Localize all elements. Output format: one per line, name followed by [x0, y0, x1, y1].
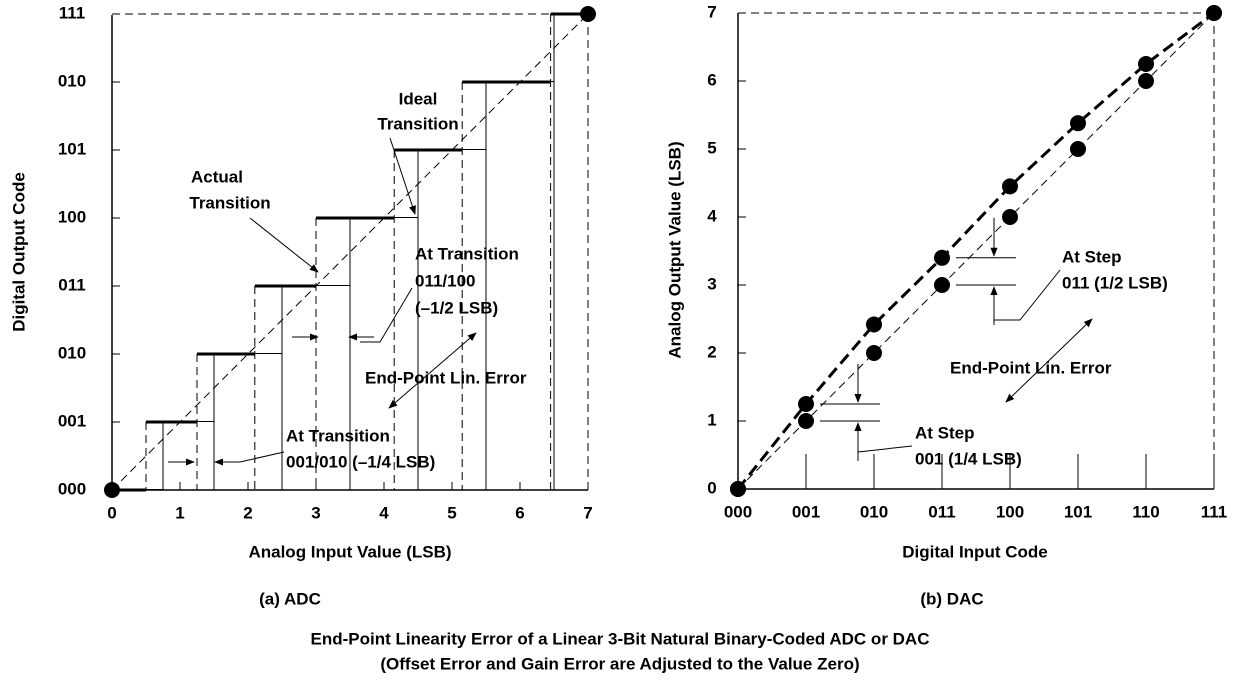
- x-tick-label: 111: [1201, 502, 1228, 521]
- footer: End-Point Linearity Error of a Linear 3-…: [311, 629, 930, 648]
- leader: [857, 445, 913, 453]
- x-tick-label: 6: [515, 503, 524, 522]
- y-tick-label: 101: [58, 139, 86, 158]
- dac-x-label: Digital Input Code: [902, 542, 1047, 561]
- x-tick-label: 2: [243, 503, 252, 522]
- x-tick-label: 011: [928, 502, 955, 521]
- actual-point: [1206, 5, 1222, 21]
- ideal-line: [737, 12, 1215, 490]
- arrow: [1005, 318, 1093, 403]
- y-tick-label: 6: [707, 70, 716, 89]
- dac-y-label: Analog Output Value (LSB): [665, 141, 684, 358]
- y-tick-label: 010: [58, 71, 86, 90]
- ideal-point: [1002, 209, 1018, 225]
- end-point: [104, 482, 120, 498]
- y-tick-label: 001: [58, 411, 86, 430]
- annotation: Ideal: [399, 89, 438, 108]
- actual-point: [730, 481, 746, 497]
- annotation: At Transition: [415, 244, 519, 263]
- leader: [239, 451, 285, 463]
- annotation: At Transition: [286, 426, 390, 445]
- annotation: Transition: [377, 114, 458, 133]
- adc-x-label: Analog Input Value (LSB): [248, 542, 451, 561]
- y-tick-label: 7: [707, 2, 716, 21]
- x-tick-label: 3: [311, 503, 320, 522]
- x-tick-label: 100: [996, 502, 1024, 521]
- y-tick-label: 3: [707, 274, 716, 293]
- annotation: 011/100: [415, 271, 476, 290]
- x-tick-label: 4: [379, 503, 389, 522]
- y-tick-label: 2: [707, 342, 716, 361]
- annotation: End-Point Lin. Error: [950, 358, 1112, 377]
- annotation: At Step: [1062, 247, 1122, 266]
- actual-point: [798, 396, 814, 412]
- y-tick-label: 4: [707, 206, 717, 225]
- annotation: 001/010 (–1/4 LSB): [286, 452, 435, 471]
- end-point: [580, 6, 596, 22]
- x-tick-label: 0: [107, 503, 116, 522]
- y-tick-label: 100: [58, 207, 86, 226]
- end-point-line: [111, 13, 589, 491]
- leader: [360, 287, 413, 343]
- dac-caption: (b) DAC: [920, 589, 983, 608]
- annotation: At Step: [915, 423, 975, 442]
- adc-caption: (a) ADC: [259, 589, 321, 608]
- annotation: 011 (1/2 LSB): [1062, 273, 1168, 292]
- y-tick-label: 5: [707, 138, 716, 157]
- y-tick-label: 0: [707, 478, 716, 497]
- x-tick-label: 101: [1064, 502, 1092, 521]
- y-tick-label: 011: [58, 275, 85, 294]
- footer: (Offset Error and Gain Error are Adjuste…: [380, 654, 859, 673]
- actual-point: [1070, 115, 1086, 132]
- y-tick-label: 000: [58, 479, 86, 498]
- actual-point: [866, 316, 882, 333]
- ideal-point: [1070, 141, 1086, 157]
- annotation: Actual: [191, 167, 243, 186]
- annotation: Transition: [189, 193, 270, 212]
- y-tick-label: 010: [58, 343, 86, 362]
- actual-point: [934, 249, 950, 266]
- x-tick-label: 010: [860, 502, 888, 521]
- leader: [994, 269, 1061, 321]
- ideal-point: [934, 277, 950, 293]
- arrow: [249, 217, 319, 273]
- x-tick-label: 110: [1132, 502, 1159, 521]
- x-tick-label: 000: [724, 502, 752, 521]
- annotation: (–1/2 LSB): [415, 298, 498, 317]
- y-tick-label: 1: [707, 410, 716, 429]
- actual-point: [1138, 56, 1154, 72]
- arrow: [388, 332, 477, 409]
- x-tick-label: 5: [447, 503, 456, 522]
- y-tick-label: 111: [59, 3, 86, 22]
- x-tick-label: 1: [175, 503, 184, 522]
- ideal-point: [798, 413, 814, 429]
- annotation: End-Point Lin. Error: [365, 368, 527, 387]
- x-tick-label: 001: [792, 502, 820, 521]
- ideal-point: [866, 345, 882, 361]
- adc-y-label: Digital Output Code: [9, 172, 28, 332]
- actual-point: [1002, 178, 1018, 195]
- annotation: 001 (1/4 LSB): [915, 449, 1022, 468]
- actual-line: [736, 11, 1215, 490]
- x-tick-label: 7: [583, 503, 592, 522]
- ideal-point: [1138, 73, 1154, 89]
